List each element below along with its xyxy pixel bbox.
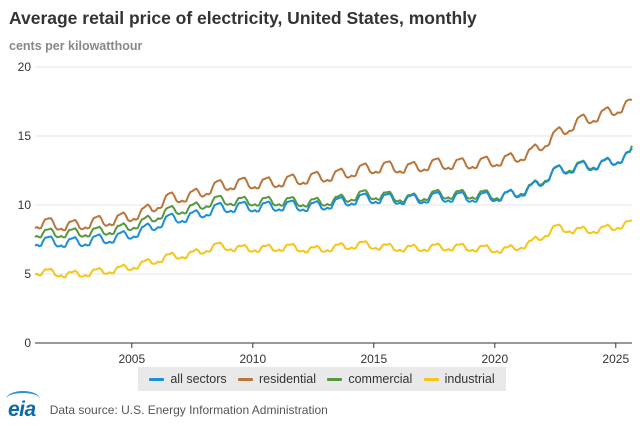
legend-swatch-all-sectors [149, 377, 165, 381]
x-tick-label: 2010 [239, 352, 266, 366]
y-tick-label: 20 [18, 60, 32, 74]
legend-label-residential: residential [259, 372, 316, 386]
legend-swatch-industrial [423, 377, 439, 381]
legend-item-industrial[interactable]: industrial [423, 372, 495, 386]
legend-label-commercial: commercial [348, 372, 413, 386]
legend-swatch-residential [238, 377, 253, 381]
eia-logo[interactable]: eia [6, 391, 40, 421]
chart-subtitle: cents per kilowatthour [9, 39, 143, 53]
legend-label-industrial: industrial [444, 372, 495, 386]
series-line-all-sectors [34, 147, 633, 248]
chart-legend: all sectors residential commercial indus… [138, 367, 506, 391]
series-line-industrial [34, 219, 633, 279]
y-tick-label: 0 [24, 336, 31, 350]
x-tick-label: 2015 [360, 352, 387, 366]
x-tick-label: 2020 [481, 352, 508, 366]
x-tick-label: 2025 [602, 352, 629, 366]
series-line-commercial [34, 145, 633, 239]
x-tick-label: 2005 [118, 352, 145, 366]
legend-label-all-sectors: all sectors [170, 372, 227, 386]
y-axis-ticks: 0 5 10 15 20 [18, 60, 32, 350]
series-lines [34, 98, 633, 279]
y-tick-label: 15 [18, 129, 32, 143]
y-tick-label: 5 [24, 267, 31, 281]
chart-title: Average retail price of electricity, Uni… [9, 8, 477, 28]
data-source-note: Data source: U.S. Energy Information Adm… [49, 403, 328, 417]
chart-footer: eia Data source: U.S. Energy Information… [6, 391, 328, 423]
legend-item-all-sectors[interactable]: all sectors [149, 372, 227, 386]
legend-item-residential[interactable]: residential [238, 372, 316, 386]
x-axis-ticks: 2005 2010 2015 2020 2025 [118, 343, 629, 366]
legend-item-commercial[interactable]: commercial [327, 372, 412, 386]
y-tick-label: 10 [18, 198, 32, 212]
series-line-residential [34, 98, 633, 232]
logo-arc-icon [6, 391, 40, 407]
legend-swatch-commercial [327, 377, 343, 381]
